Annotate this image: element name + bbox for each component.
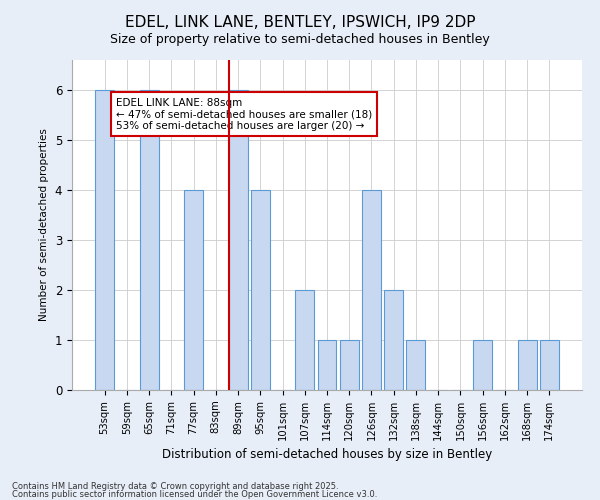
Bar (317, 340, 337, 390)
Bar (406, 340, 425, 390)
Bar (518, 340, 536, 390)
Text: EDEL LINK LANE: 88sqm
← 47% of semi-detached houses are smaller (18)
53% of semi: EDEL LINK LANE: 88sqm ← 47% of semi-deta… (116, 98, 372, 130)
X-axis label: Distribution of semi-detached houses by size in Bentley: Distribution of semi-detached houses by … (162, 448, 492, 462)
Text: EDEL, LINK LANE, BENTLEY, IPSWICH, IP9 2DP: EDEL, LINK LANE, BENTLEY, IPSWICH, IP9 2… (125, 15, 475, 30)
Bar (251, 190, 270, 390)
Bar (473, 340, 492, 390)
Bar (295, 290, 314, 390)
Bar (184, 190, 203, 390)
Bar (140, 90, 158, 390)
Bar (95, 90, 114, 390)
Text: Size of property relative to semi-detached houses in Bentley: Size of property relative to semi-detach… (110, 32, 490, 46)
Text: Contains HM Land Registry data © Crown copyright and database right 2025.: Contains HM Land Registry data © Crown c… (12, 482, 338, 491)
Y-axis label: Number of semi-detached properties: Number of semi-detached properties (39, 128, 49, 322)
Bar (229, 90, 248, 390)
Bar (340, 340, 359, 390)
Bar (540, 340, 559, 390)
Bar (362, 190, 381, 390)
Text: Contains public sector information licensed under the Open Government Licence v3: Contains public sector information licen… (12, 490, 377, 499)
Bar (384, 290, 403, 390)
